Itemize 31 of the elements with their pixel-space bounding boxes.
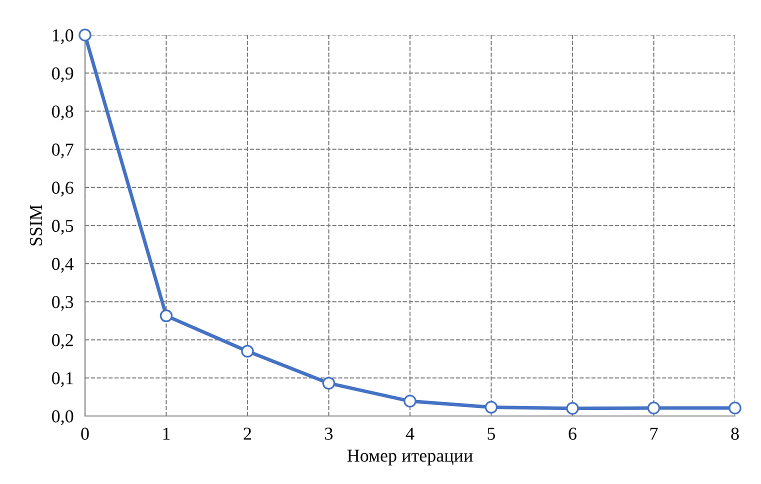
y-tick-label: 0,9 [52, 67, 74, 82]
point [566, 402, 579, 415]
x-tick-label: 6 [568, 428, 576, 440]
y-tick-label: 0,1 [52, 372, 73, 387]
point [647, 402, 660, 414]
x-tick-label: 2 [244, 428, 252, 440]
x-tick-label: 0 [81, 428, 89, 440]
y-tick-label: 0,0 [52, 410, 74, 426]
point [404, 394, 416, 408]
y-tick-label: 0,3 [52, 296, 74, 311]
x-axis-title: Номер итерации [347, 450, 473, 466]
x-tick-label: 7 [650, 428, 658, 440]
y-tick-label: 0,7 [52, 144, 74, 158]
x-tick-label: 1 [163, 428, 170, 440]
y-tick-label: 0,4 [52, 258, 74, 273]
point [322, 376, 336, 390]
y-tick-label: 0,5 [52, 220, 74, 235]
x-tick-label: 3 [325, 428, 333, 440]
y-axis-title: SSIM [30, 204, 42, 246]
x-tick-label: 8 [731, 428, 739, 440]
y-tick-label: 0,8 [52, 105, 74, 120]
point [241, 344, 254, 358]
y-tick-label: 0,2 [52, 334, 73, 349]
point [728, 402, 742, 414]
x-tick-label: 5 [488, 428, 496, 440]
point [484, 400, 498, 414]
point [78, 28, 92, 42]
point [160, 309, 173, 322]
y-tick-label: 1,0 [52, 29, 74, 44]
x-tick-label: 4 [406, 428, 414, 440]
y-tick-label: 0,6 [52, 182, 74, 196]
